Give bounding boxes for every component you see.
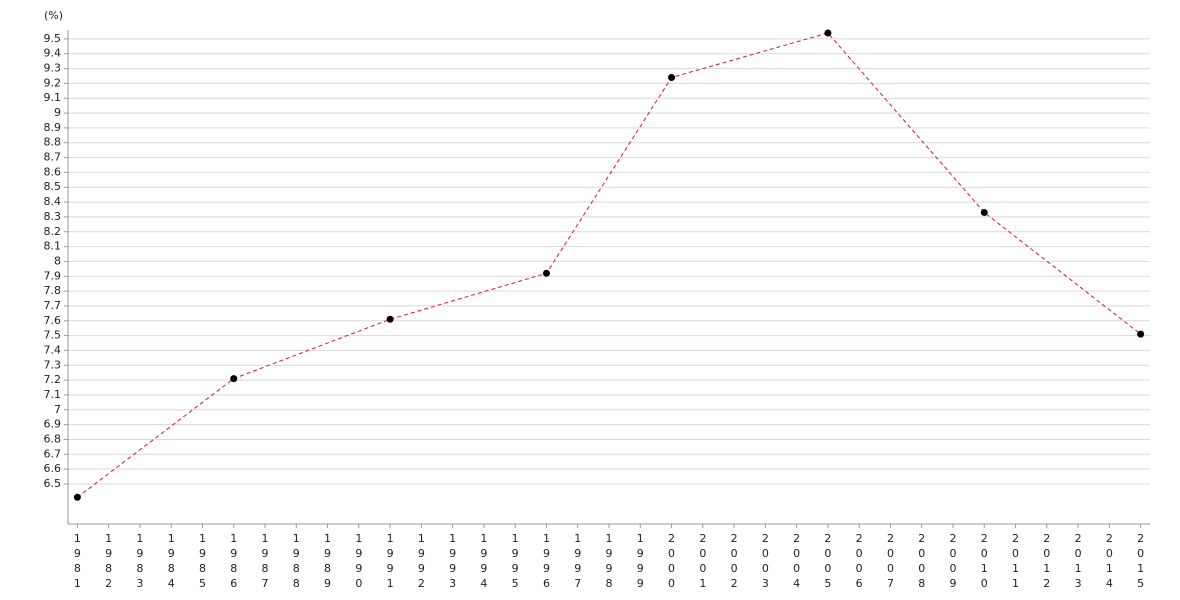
x-tick-label: 1981	[71, 532, 84, 592]
x-tick-label: 2013	[1072, 532, 1085, 592]
x-tick-label: 1983	[133, 532, 146, 592]
y-tick-label: 8	[54, 254, 61, 267]
data-point	[73, 493, 81, 501]
y-tick-label: 9.2	[44, 76, 62, 89]
y-tick-label: 9.1	[44, 91, 62, 104]
x-tick-label: 1998	[603, 532, 616, 592]
y-tick-label: 6.8	[44, 432, 62, 445]
x-tick-label: 1991	[384, 532, 397, 592]
y-tick-label: 8.1	[44, 240, 62, 253]
x-tick-label: 2007	[884, 532, 897, 592]
x-tick-label: 1995	[509, 532, 522, 592]
x-tick-label: 1990	[352, 532, 365, 592]
x-tick-label: 2008	[915, 532, 928, 592]
x-tick-label: 2015	[1134, 532, 1147, 592]
x-tick-label: 1984	[165, 532, 178, 592]
x-tick-label: 2011	[1009, 532, 1022, 592]
x-tick-label: 2000	[665, 532, 678, 592]
y-tick-label: 8.7	[44, 151, 62, 164]
y-tick-label: 8.5	[44, 180, 62, 193]
x-tick-label: 2004	[790, 532, 803, 592]
y-tick-label: 8.9	[44, 121, 62, 134]
y-tick-label: 6.5	[44, 477, 62, 490]
y-tick-label: 8.2	[44, 225, 62, 238]
data-point	[824, 29, 832, 37]
y-tick-label: 7.9	[44, 269, 62, 282]
y-tick-label: 8.4	[44, 195, 62, 208]
y-tick-label: 7	[54, 403, 61, 416]
x-tick-label: 2003	[759, 532, 772, 592]
data-line	[77, 32, 1141, 498]
y-tick-label: 7.8	[44, 284, 62, 297]
x-tick-label: 2012	[1040, 532, 1053, 592]
x-tick-label: 2010	[978, 532, 991, 592]
x-tick-label: 2009	[946, 532, 959, 592]
x-tick-label: 2001	[696, 532, 709, 592]
data-point	[1137, 330, 1145, 338]
y-tick-label: 6.6	[44, 462, 62, 475]
data-point	[980, 208, 988, 216]
x-tick-label: 1985	[196, 532, 209, 592]
data-point	[386, 315, 394, 323]
data-point	[230, 375, 238, 383]
y-tick-label: 9	[54, 106, 61, 119]
x-tick-label: 2006	[853, 532, 866, 592]
x-tick-label: 1996	[540, 532, 553, 592]
y-tick-label: 8.8	[44, 136, 62, 149]
x-tick-label: 1986	[227, 532, 240, 592]
y-tick-label: 8.3	[44, 210, 62, 223]
y-tick-label: 6.7	[44, 447, 62, 460]
x-tick-label: 1994	[477, 532, 490, 592]
x-tick-label: 1988	[290, 532, 303, 592]
y-tick-label: 6.9	[44, 418, 62, 431]
y-tick-label: 7.1	[44, 388, 62, 401]
x-tick-label: 1993	[446, 532, 459, 592]
data-point	[542, 269, 550, 277]
y-tick-label: 9.4	[44, 47, 62, 60]
y-tick-label: 7.6	[44, 314, 62, 327]
x-tick-label: 1992	[415, 532, 428, 592]
y-tick-label: 9.3	[44, 62, 62, 75]
x-tick-label: 2002	[728, 532, 741, 592]
y-tick-label: 8.6	[44, 165, 62, 178]
x-tick-label: 1989	[321, 532, 334, 592]
x-tick-label: 2014	[1103, 532, 1116, 592]
data-point	[668, 73, 676, 81]
x-tick-label: 2005	[821, 532, 834, 592]
y-tick-label: 7.4	[44, 343, 62, 356]
y-tick-label: 7.7	[44, 299, 62, 312]
y-tick-label: 9.5	[44, 32, 62, 45]
y-tick-label: 7.5	[44, 329, 62, 342]
y-tick-label: 7.3	[44, 358, 62, 371]
x-tick-label: 1999	[634, 532, 647, 592]
y-axis-label: (%)	[44, 9, 63, 22]
x-tick-label: 1982	[102, 532, 115, 592]
x-tick-label: 1997	[571, 532, 584, 592]
y-tick-label: 7.2	[44, 373, 62, 386]
x-tick-label: 1987	[259, 532, 272, 592]
